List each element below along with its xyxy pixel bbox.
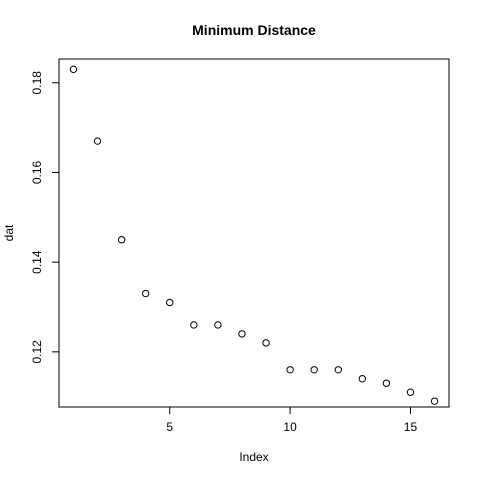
data-point	[262, 339, 270, 347]
x-axis: 5 10 15	[166, 407, 417, 434]
data-point	[117, 236, 126, 244]
data-point	[286, 366, 294, 374]
x-axis-label: Index	[239, 450, 268, 464]
data-point	[69, 65, 78, 74]
data-point	[166, 298, 174, 307]
y-tick-label: 0.16	[30, 160, 44, 184]
x-tick-label: 5	[166, 420, 173, 434]
data-points	[69, 65, 439, 405]
data-point	[93, 137, 102, 145]
y-tick-label: 0.12	[30, 340, 44, 364]
chart-title: Minimum Distance	[192, 22, 316, 38]
plot-frame	[58, 58, 450, 408]
x-tick-label: 10	[283, 420, 297, 434]
data-point	[334, 366, 342, 374]
y-tick-label: 0.18	[30, 71, 44, 95]
data-point	[406, 388, 415, 396]
data-point	[430, 397, 439, 405]
data-point	[190, 321, 198, 329]
x-tick-label: 15	[404, 420, 418, 434]
data-point	[382, 379, 391, 387]
y-axis: 0.12 0.14 0.16 0.18	[30, 71, 59, 364]
data-point	[141, 289, 150, 298]
y-axis-label: dat	[2, 224, 16, 241]
data-point	[358, 375, 367, 383]
data-point	[310, 366, 318, 374]
data-point	[214, 321, 222, 329]
data-point	[238, 330, 246, 338]
y-tick-label: 0.14	[30, 250, 44, 274]
